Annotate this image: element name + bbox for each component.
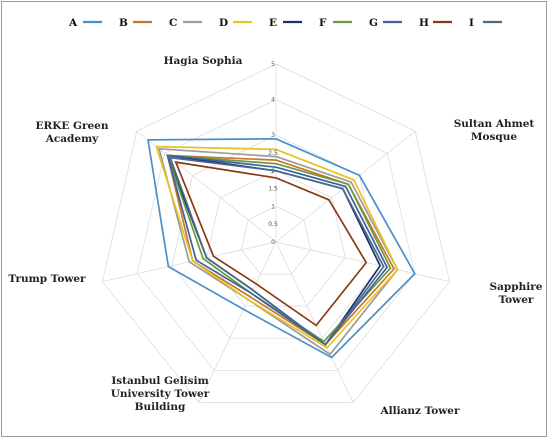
category-label: Sultan Ahmet Mosque (454, 118, 535, 143)
radial-tick-label: 5 (271, 61, 275, 68)
legend-label-a: A (68, 17, 78, 29)
series-layer (147, 137, 416, 359)
tick-layer: 0 0.5 1 1.5 2 2.5 3 4 5 (268, 61, 278, 246)
radial-tick-label: 1 (271, 203, 275, 210)
radial-tick-label: 1.5 (268, 186, 278, 193)
grid-ring (240, 206, 312, 275)
series-d-line (155, 145, 399, 349)
grid-ring (171, 134, 381, 339)
grid-spoke (198, 241, 277, 403)
category-label: ERKE Green Academy (35, 120, 108, 145)
radial-tick-label: 3 (271, 132, 275, 139)
series-h-line (174, 161, 368, 327)
legend-label-c: C (169, 17, 177, 29)
radial-tick-label: 0 (271, 239, 275, 246)
radial-tick-label: 2.5 (268, 150, 278, 157)
grid-ring (136, 99, 416, 371)
radial-tick-label: 0.5 (268, 221, 278, 228)
legend-label-b: B (119, 17, 128, 29)
series-i-line (168, 156, 385, 346)
grid-spoke (275, 241, 450, 282)
legend-label-h: H (419, 17, 429, 29)
legend-label-d: D (219, 17, 228, 29)
category-labels: Hagia Sophia Sultan Ahmet Mosque Sapphire To… (8, 55, 542, 417)
grid-spoke (275, 241, 354, 403)
series-f-line (166, 154, 392, 343)
radial-tick-label: 2 (271, 168, 275, 175)
series-c-line (157, 147, 399, 356)
category-label: Allianz Tower (379, 405, 460, 417)
legend-label-i: I (469, 17, 474, 29)
grid-ring (102, 63, 450, 403)
legend-label-e: E (269, 17, 277, 29)
category-label: Sapphire Tower (490, 281, 543, 306)
category-label: Hagia Sophia (164, 55, 243, 67)
radial-tick-label: 4 (271, 97, 275, 104)
category-label: Trump Tower (8, 273, 86, 285)
legend-label-f: F (319, 17, 327, 29)
legend-label-g: G (369, 17, 378, 29)
grid-layer (102, 63, 450, 403)
legend: A B C D E F G H I (68, 17, 502, 29)
series-g-line (166, 154, 389, 346)
series-a-line (147, 137, 416, 359)
category-label: Istanbul Gelisim University Tower Building (111, 375, 210, 413)
